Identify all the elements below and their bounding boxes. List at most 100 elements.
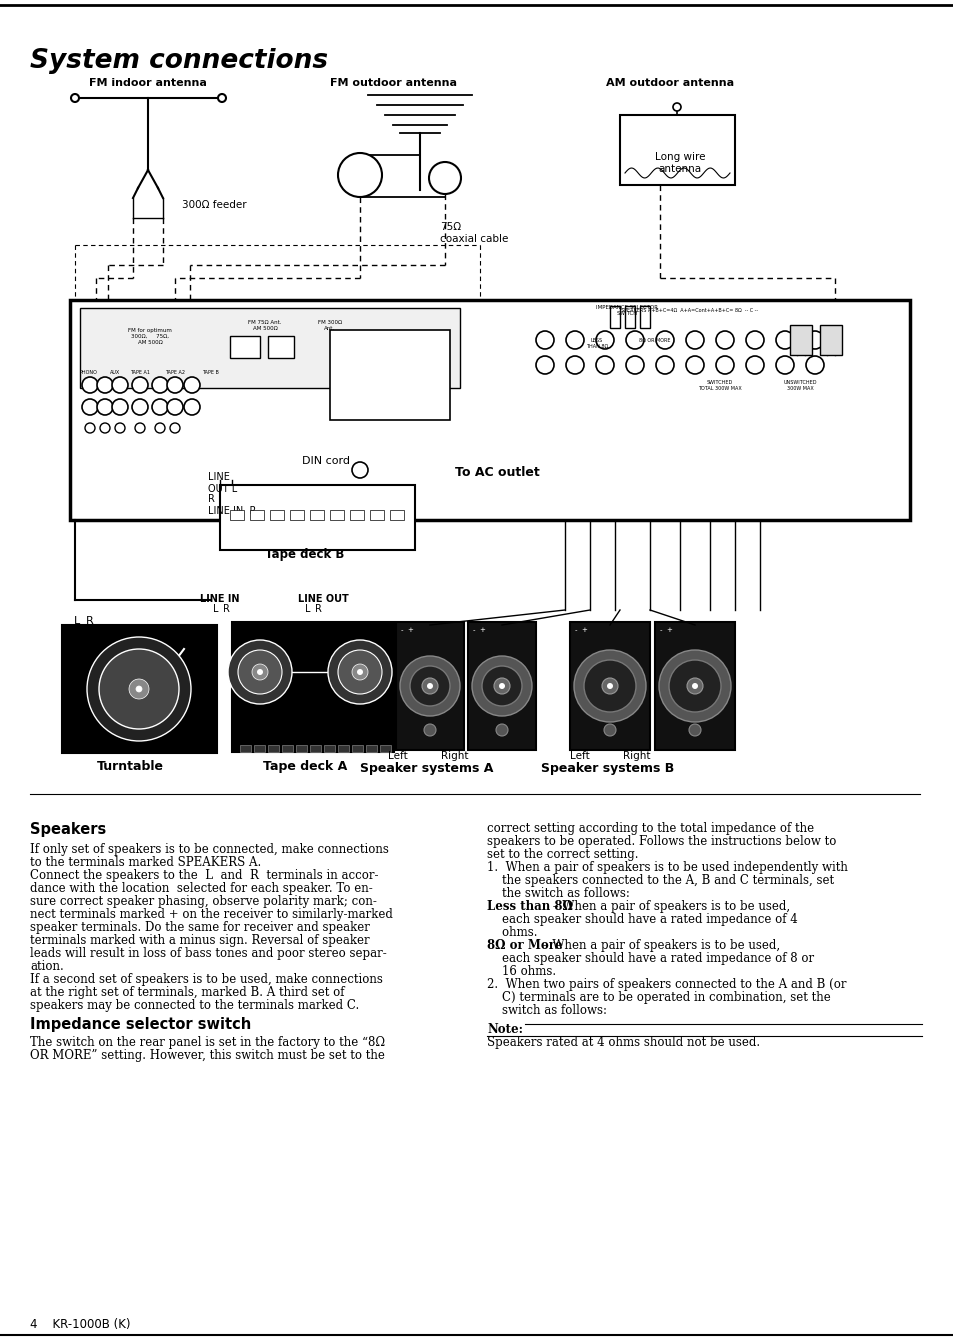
Text: R: R — [208, 494, 214, 505]
Circle shape — [132, 399, 148, 415]
Text: Tape deck A: Tape deck A — [263, 760, 347, 773]
Circle shape — [218, 94, 226, 102]
Bar — [395, 621, 463, 750]
Text: each speaker should have a rated impedance of 4: each speaker should have a rated impedan… — [486, 913, 797, 926]
Circle shape — [410, 666, 450, 706]
Text: -  +: - + — [575, 627, 587, 633]
Text: L: L — [213, 604, 218, 615]
Bar — [820, 325, 841, 356]
Text: Speaker systems B: Speaker systems B — [540, 762, 674, 774]
Text: FM for optimum
300Ω,     75Ω,
AM 500Ω: FM for optimum 300Ω, 75Ω, AM 500Ω — [128, 327, 172, 345]
Text: LINE IN: LINE IN — [200, 595, 239, 604]
Circle shape — [596, 331, 614, 349]
Bar — [310, 510, 324, 519]
Circle shape — [625, 356, 643, 374]
Text: – When a pair of speakers is to be used,: – When a pair of speakers is to be used, — [549, 900, 790, 913]
Text: nect terminals marked + on the receiver to similarly-marked: nect terminals marked + on the receiver … — [30, 909, 393, 921]
Bar — [655, 621, 734, 750]
Bar — [240, 745, 251, 752]
Circle shape — [421, 678, 437, 694]
Bar — [230, 510, 244, 519]
Text: to the terminals marked SPEAKERS A.: to the terminals marked SPEAKERS A. — [30, 856, 261, 870]
Text: FM outdoor antenna: FM outdoor antenna — [330, 78, 456, 89]
Text: IMPEDANCE SELECTOR
SWITCH: IMPEDANCE SELECTOR SWITCH — [596, 305, 658, 315]
Circle shape — [498, 683, 504, 688]
Circle shape — [668, 660, 720, 713]
Bar — [324, 745, 335, 752]
Text: LINE
OUT L: LINE OUT L — [208, 472, 237, 494]
Bar — [253, 745, 265, 752]
Text: R: R — [222, 604, 230, 615]
Circle shape — [672, 103, 680, 111]
Text: 16 ohms.: 16 ohms. — [486, 965, 556, 978]
Text: Speakers rated at 4 ohms should not be used.: Speakers rated at 4 ohms should not be u… — [486, 1036, 760, 1049]
Text: Tape deck B: Tape deck B — [265, 548, 344, 561]
Circle shape — [775, 331, 793, 349]
Text: UNSWITCHED
300W MAX: UNSWITCHED 300W MAX — [782, 380, 816, 391]
Text: TAPE A1: TAPE A1 — [130, 370, 150, 374]
Bar — [268, 745, 278, 752]
Bar — [80, 309, 459, 388]
Circle shape — [625, 331, 643, 349]
Circle shape — [85, 423, 95, 433]
Bar — [350, 510, 364, 519]
Circle shape — [603, 723, 616, 735]
Circle shape — [481, 666, 521, 706]
Bar — [569, 621, 649, 750]
Circle shape — [71, 94, 79, 102]
Circle shape — [87, 637, 191, 741]
Text: TAPE B: TAPE B — [201, 370, 218, 374]
Text: SPEAKERS A+B+C=4Ω  A+A=Cont+A+B+C= 8Ω  -- C --: SPEAKERS A+B+C=4Ω A+A=Cont+A+B+C= 8Ω -- … — [620, 309, 758, 313]
Text: Impedance selector switch: Impedance selector switch — [30, 1017, 251, 1032]
Text: To AC outlet: To AC outlet — [455, 466, 539, 479]
Circle shape — [99, 650, 179, 729]
Text: AUX: AUX — [110, 370, 120, 374]
Bar — [250, 510, 264, 519]
Circle shape — [536, 331, 554, 349]
Text: 75Ω
coaxial cable: 75Ω coaxial cable — [439, 221, 508, 244]
Circle shape — [167, 377, 183, 393]
Text: each speaker should have a rated impedance of 8 or: each speaker should have a rated impedan… — [486, 951, 813, 965]
Text: R: R — [314, 604, 321, 615]
Circle shape — [494, 678, 510, 694]
Circle shape — [427, 683, 433, 688]
Circle shape — [656, 331, 673, 349]
Text: LINE OUT: LINE OUT — [297, 595, 348, 604]
Bar — [330, 510, 344, 519]
Text: 8Ω OR MORE: 8Ω OR MORE — [639, 338, 670, 344]
Bar — [366, 745, 376, 752]
Circle shape — [129, 679, 149, 699]
Bar — [330, 330, 450, 420]
Circle shape — [716, 356, 733, 374]
Circle shape — [112, 399, 128, 415]
Text: 4    KR-1000B (K): 4 KR-1000B (K) — [30, 1318, 131, 1331]
Circle shape — [97, 399, 112, 415]
Circle shape — [686, 678, 702, 694]
Text: Note:: Note: — [486, 1023, 522, 1036]
Text: PHONO: PHONO — [79, 370, 97, 374]
Circle shape — [228, 640, 292, 705]
Circle shape — [256, 670, 263, 675]
Circle shape — [399, 656, 459, 717]
Circle shape — [136, 686, 142, 692]
Circle shape — [659, 650, 730, 722]
Text: The switch on the rear panel is set in the factory to the “8Ω: The switch on the rear panel is set in t… — [30, 1036, 385, 1049]
Bar — [70, 301, 909, 519]
Text: FM 300Ω
Ant.: FM 300Ω Ant. — [317, 319, 342, 330]
Text: at the right set of terminals, marked B. A third set of: at the right set of terminals, marked B.… — [30, 986, 344, 998]
Bar — [624, 306, 635, 327]
Text: Right: Right — [441, 752, 468, 761]
Circle shape — [429, 162, 460, 195]
Circle shape — [252, 664, 268, 680]
Circle shape — [656, 356, 673, 374]
Text: Connect the speakers to the  L  and  R  terminals in accor-: Connect the speakers to the L and R term… — [30, 870, 378, 882]
Circle shape — [154, 423, 165, 433]
Bar — [468, 621, 536, 750]
Circle shape — [100, 423, 110, 433]
Text: speakers may be connected to the terminals marked C.: speakers may be connected to the termina… — [30, 998, 359, 1012]
Text: FM indoor antenna: FM indoor antenna — [89, 78, 207, 89]
Circle shape — [565, 331, 583, 349]
Circle shape — [596, 356, 614, 374]
Bar — [352, 745, 363, 752]
Bar — [639, 306, 649, 327]
